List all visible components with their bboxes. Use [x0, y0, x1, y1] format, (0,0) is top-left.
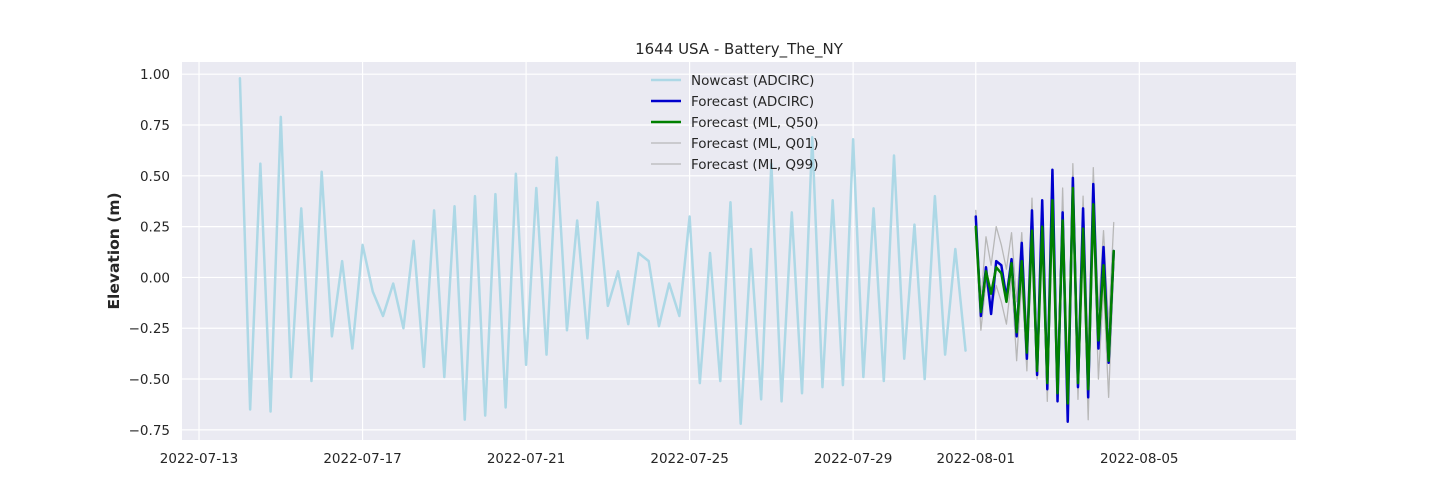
x-tick-label: 2022-08-01: [937, 451, 1015, 467]
y-tick-label: −0.50: [129, 372, 170, 388]
y-tick-label: 0.50: [140, 169, 170, 185]
legend-label: Nowcast (ADCIRC): [691, 73, 814, 89]
y-tick-label: −0.25: [129, 321, 170, 337]
x-tick-label: 2022-08-05: [1100, 451, 1178, 467]
y-tick-label: 0.25: [140, 220, 170, 236]
x-tick-label: 2022-07-25: [650, 451, 728, 467]
y-axis: −0.75 −0.50 −0.25 0.00 0.25 0.50 0.75 1.00: [129, 67, 170, 439]
series-layer: [238, 77, 1115, 425]
x-tick-label: 2022-07-29: [814, 451, 892, 467]
y-axis-label: Elevation (m): [105, 192, 123, 309]
legend-label: Forecast (ADCIRC): [691, 94, 814, 110]
y-tick-label: 0.75: [140, 118, 170, 134]
y-tick-label: 1.00: [140, 67, 170, 83]
legend-label: Forecast (ML, Q99): [691, 157, 819, 173]
x-axis: 2022-07-13 2022-07-17 2022-07-21 2022-07-25…: [160, 451, 1179, 467]
legend-label: Forecast (ML, Q50): [691, 115, 819, 131]
x-tick-label: 2022-07-21: [487, 451, 565, 467]
series-line-2: [974, 186, 1115, 405]
y-tick-label: 0.00: [140, 270, 170, 286]
legend-label: Forecast (ML, Q01): [691, 136, 819, 152]
legend: Nowcast (ADCIRC) Forecast (ADCIRC) Forecas…: [651, 73, 819, 173]
x-tick-label: 2022-07-13: [160, 451, 238, 467]
chart-title: 1644 USA - Battery_The_NY: [635, 40, 844, 59]
series-line-0: [238, 77, 967, 425]
x-tick-label: 2022-07-17: [323, 451, 401, 467]
y-tick-label: −0.75: [129, 423, 170, 439]
